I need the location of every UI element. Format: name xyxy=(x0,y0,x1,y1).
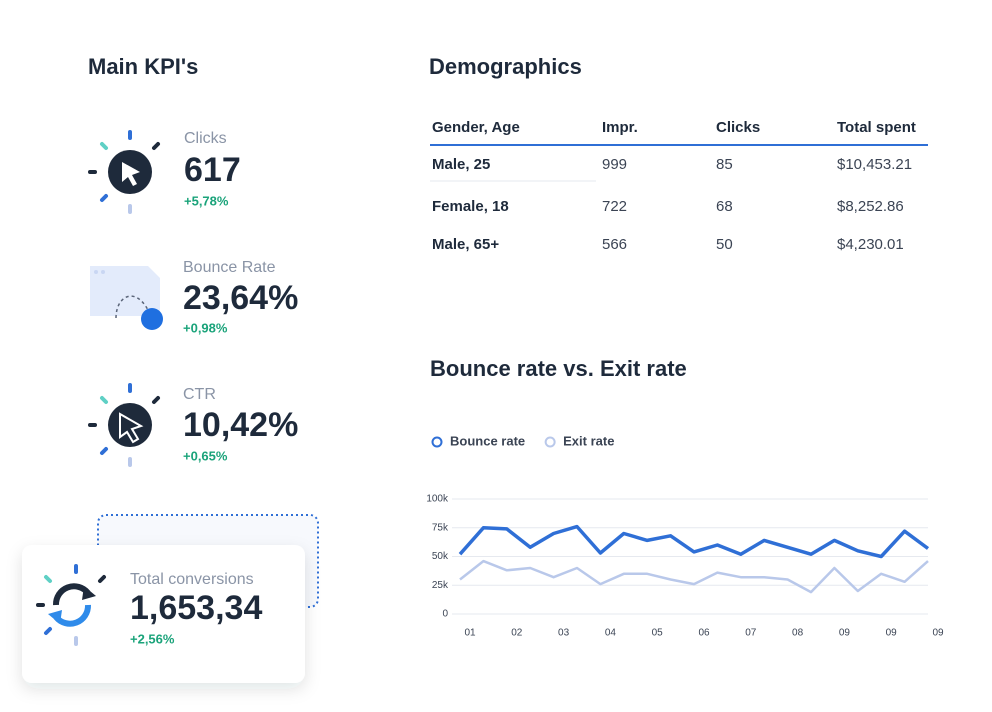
kpi-value: 10,42% xyxy=(183,406,298,444)
line-chart: 0 25k 50k 75k 100k 01 02 03 04 05 06 07 08 09 09 09 Boun… xyxy=(426,433,944,638)
table: Gender, Age Impr. Clicks Total spent Male, 2… xyxy=(432,119,916,253)
table-cell: 68 xyxy=(716,198,733,215)
kpi-change: +5,78% xyxy=(184,193,229,208)
card xyxy=(22,545,305,683)
ctr-icon xyxy=(88,383,160,467)
conversions-icon xyxy=(36,564,106,646)
x-tick-label: 06 xyxy=(698,628,710,639)
kpi-value: 1,653,34 xyxy=(130,589,262,627)
x-tick-label: 08 xyxy=(792,628,804,639)
table-cell: 50 xyxy=(716,236,733,253)
section-title: Main KPI's xyxy=(88,54,198,79)
column-header: Total spent xyxy=(837,119,916,136)
kpi-change: +2,56% xyxy=(130,631,175,646)
column-header: Gender, Age xyxy=(432,119,520,136)
kpi-change: +0,65% xyxy=(183,448,228,463)
kpi-label: Bounce Rate xyxy=(183,259,276,276)
kpi-value: 617 xyxy=(184,151,241,189)
table-cell: Male, 25 xyxy=(432,156,490,173)
x-tick-label: 07 xyxy=(745,628,757,639)
kpi-change: +0,98% xyxy=(183,320,228,335)
x-tick-label: 05 xyxy=(652,628,664,639)
legend-marker xyxy=(544,436,556,448)
section-title: Demographics xyxy=(429,54,582,79)
x-tick-label: 03 xyxy=(558,628,570,639)
y-tick-label: 100k xyxy=(426,494,449,505)
x-tick-label: 09 xyxy=(932,628,944,639)
y-tick-label: 0 xyxy=(442,609,448,620)
kpi-label: CTR xyxy=(183,386,216,403)
x-tick-label: 04 xyxy=(605,628,617,639)
kpi-label: Total conversions xyxy=(130,571,254,588)
clicks-icon xyxy=(88,130,160,214)
table-cell: 999 xyxy=(602,156,627,173)
bounce-icon xyxy=(90,266,163,330)
series-line xyxy=(458,524,930,559)
legend-label: Exit rate xyxy=(563,433,614,448)
x-tick-label: 09 xyxy=(886,628,898,639)
kpi-value: 23,64% xyxy=(183,279,298,317)
column-header: Clicks xyxy=(716,119,760,136)
x-tick-label: 09 xyxy=(839,628,851,639)
table-cell: 85 xyxy=(716,156,733,173)
series-line xyxy=(459,559,929,594)
table-cell: 566 xyxy=(602,236,627,253)
table-cell: $10,453.21 xyxy=(837,156,912,173)
y-tick-label: 25k xyxy=(432,580,449,591)
table-cell: Male, 65+ xyxy=(432,236,499,253)
table-cell: 722 xyxy=(602,198,627,215)
table-cell: $8,252.86 xyxy=(837,198,904,215)
legend-marker xyxy=(431,436,443,448)
y-tick-label: 50k xyxy=(432,551,449,562)
x-tick-label: 02 xyxy=(511,628,523,639)
x-tick-label: 01 xyxy=(464,628,476,639)
table-cell: $4,230.01 xyxy=(837,236,904,253)
column-header: Impr. xyxy=(602,119,638,136)
legend-label: Bounce rate xyxy=(450,433,525,448)
y-tick-label: 75k xyxy=(432,522,449,533)
kpi-label: Clicks xyxy=(184,130,227,147)
chart-title: Bounce rate vs. Exit rate xyxy=(430,356,687,381)
table-cell: Female, 18 xyxy=(432,198,509,215)
